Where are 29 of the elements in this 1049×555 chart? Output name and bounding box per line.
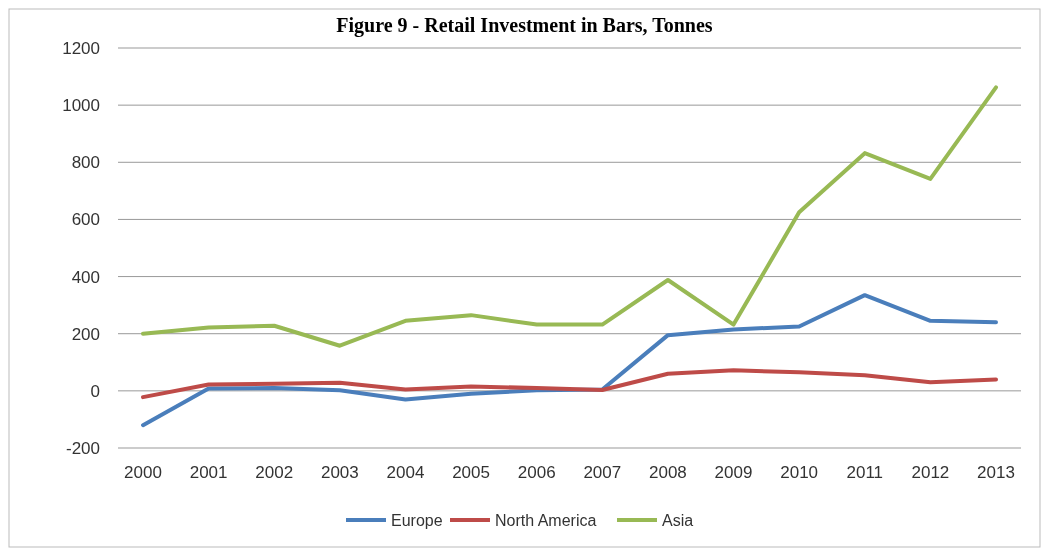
y-tick-label: 0 — [90, 381, 100, 401]
chart-title: Figure 9 - Retail Investment in Bars, Tonnes — [336, 14, 713, 37]
line-series — [141, 85, 998, 348]
y-tick-label: 800 — [71, 153, 100, 173]
legend-label: North America — [495, 511, 597, 529]
x-tick-label: 2000 — [124, 463, 162, 482]
legend-label: Asia — [662, 511, 694, 529]
x-tick-label: 2002 — [255, 463, 294, 482]
y-tick-label: 400 — [71, 267, 100, 287]
x-tick-label: 2003 — [320, 463, 359, 482]
x-tick-label: 2006 — [517, 463, 556, 482]
line-series — [141, 293, 998, 428]
y-tick-label: -200 — [65, 438, 100, 458]
x-tick-label: 2010 — [780, 463, 819, 482]
x-tick-label: 2009 — [714, 463, 753, 482]
x-tick-label: 2001 — [189, 463, 228, 482]
x-tick-label: 2005 — [452, 463, 490, 482]
legend-label: Europe — [391, 511, 443, 529]
x-tick-label: 2007 — [583, 463, 622, 482]
x-tick-label: 2011 — [846, 463, 884, 482]
x-tick-label: 2013 — [977, 463, 1015, 482]
y-tick-label: 1000 — [62, 96, 100, 116]
x-tick-label: 2012 — [911, 463, 950, 482]
y-tick-label: 1200 — [62, 38, 100, 58]
y-tick-label: 600 — [71, 210, 100, 230]
y-tick-label: 200 — [71, 324, 100, 344]
x-tick-label: 2004 — [386, 463, 425, 482]
line-series — [141, 368, 998, 400]
x-tick-label: 2008 — [649, 463, 687, 482]
